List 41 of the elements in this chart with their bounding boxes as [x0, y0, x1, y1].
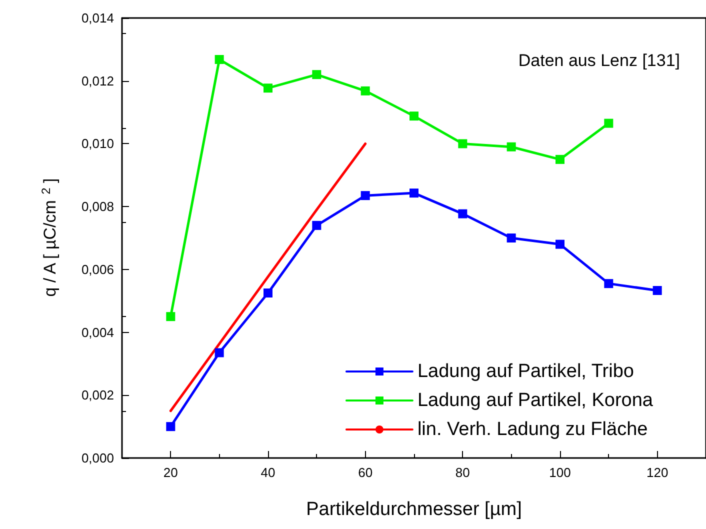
point — [652, 286, 662, 295]
x-tick-label: 60 — [358, 465, 373, 480]
x-tick-label: 120 — [646, 465, 668, 480]
legend-label: Ladung auf Partikel, Korona — [417, 390, 654, 411]
point — [312, 70, 322, 80]
point — [604, 118, 614, 128]
y-tick-label: 0,006 — [81, 262, 114, 277]
y-tick-label: 0,008 — [81, 199, 114, 214]
legend-label: lin. Verh. Ladung zu Fläche — [417, 419, 648, 440]
point — [214, 54, 224, 64]
point — [556, 154, 564, 164]
y-tick-label: 0,012 — [81, 73, 114, 88]
annotation: Daten aus Lenz [131] — [518, 51, 680, 70]
y-tick-label: 0,002 — [81, 388, 114, 403]
point — [166, 422, 176, 432]
y-tick-label: 0,000 — [81, 450, 114, 466]
point — [312, 220, 322, 230]
point — [506, 234, 516, 242]
legend-label: Ladung auf Partikel, Tribo — [417, 361, 634, 382]
point — [214, 348, 224, 358]
point — [556, 240, 564, 249]
point — [458, 139, 468, 148]
point — [410, 112, 418, 121]
point — [506, 142, 516, 152]
point — [410, 188, 418, 198]
point — [264, 288, 272, 298]
point — [166, 312, 176, 322]
point — [360, 86, 370, 96]
x-tick-label: 20 — [163, 465, 178, 480]
y-tick-label: 0,014 — [81, 10, 114, 26]
y-axis-title: q / A [ µC/cm 2 ] — [39, 178, 60, 297]
x-tick-label: 80 — [455, 465, 470, 480]
x-axis-title: Partikeldurchmesser [µm] — [306, 499, 522, 520]
point — [264, 84, 272, 93]
x-tick-label: 40 — [260, 465, 276, 480]
point — [604, 279, 614, 288]
x-tick-label: 100 — [549, 465, 571, 480]
point — [360, 191, 370, 200]
point — [458, 209, 468, 218]
y-tick-label: 0,010 — [81, 136, 114, 152]
y-tick-label: 0,004 — [81, 324, 114, 340]
